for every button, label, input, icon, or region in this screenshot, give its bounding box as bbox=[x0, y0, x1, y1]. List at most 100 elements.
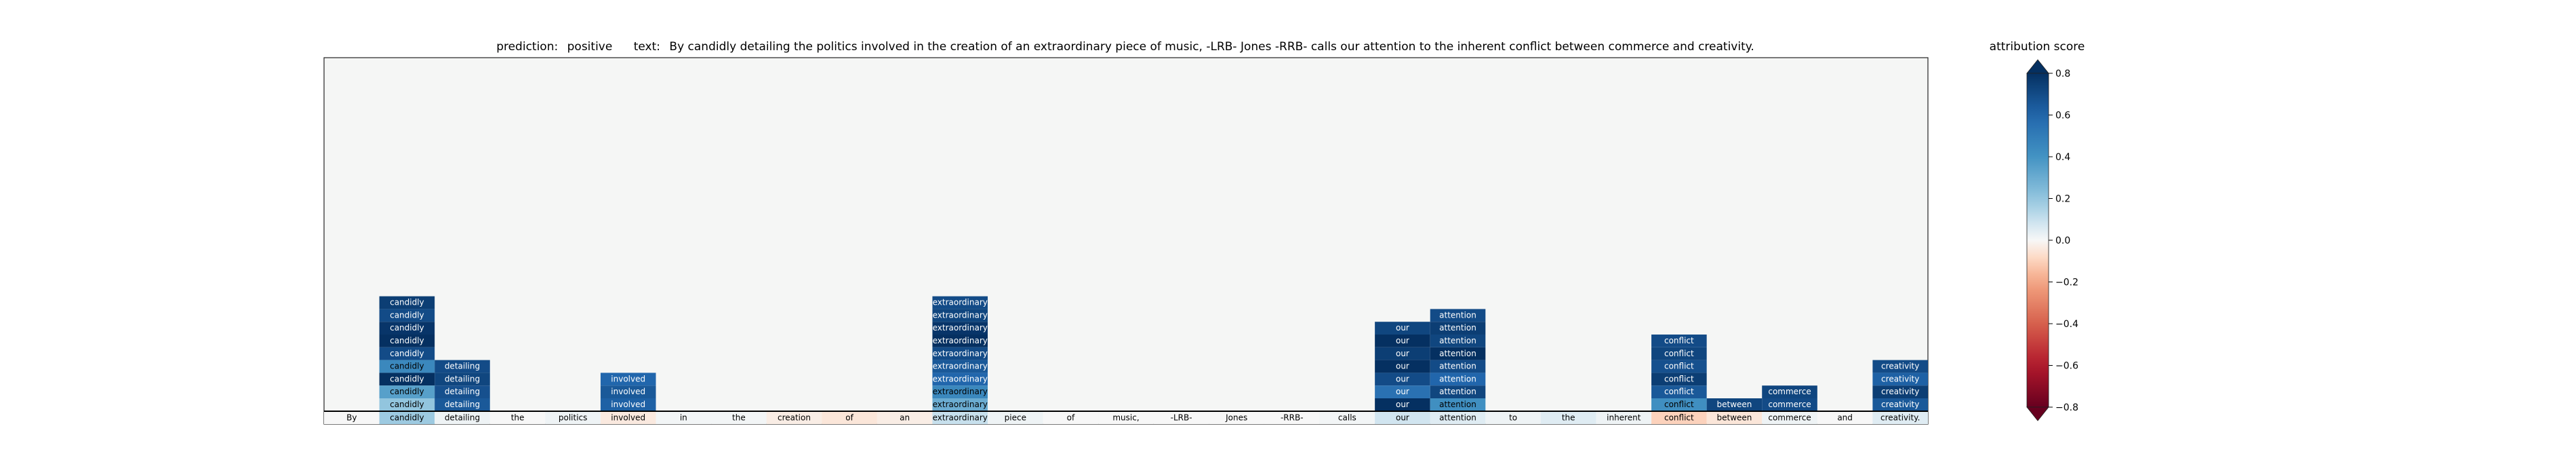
colorbar-top-extension bbox=[2026, 59, 2049, 74]
attribution-cell bbox=[379, 347, 435, 360]
token-cell bbox=[656, 411, 712, 424]
attribution-cell bbox=[1651, 335, 1707, 347]
attribution-cell-label: candidly bbox=[390, 310, 424, 320]
token-cell bbox=[1430, 411, 1486, 424]
token-label: inherent bbox=[1607, 413, 1641, 423]
attribution-cell-label: creativity bbox=[1881, 387, 1919, 396]
token-cell bbox=[1706, 411, 1763, 424]
token-label: the bbox=[511, 413, 525, 423]
token-cell bbox=[545, 411, 601, 424]
attribution-cell-label: extraordinary bbox=[933, 374, 988, 383]
token-label: music, bbox=[1112, 413, 1139, 423]
token-cell bbox=[1043, 411, 1099, 424]
attribution-cell-label: creativity bbox=[1881, 362, 1919, 371]
attribution-cell-label: conflict bbox=[1664, 387, 1694, 396]
token-label: of bbox=[1067, 413, 1075, 423]
attribution-cell bbox=[435, 360, 490, 373]
token-cell bbox=[932, 411, 988, 424]
attribution-cell-label: conflict bbox=[1664, 374, 1694, 383]
attribution-cell-label: attention bbox=[1439, 336, 1476, 345]
token-cell bbox=[600, 411, 656, 424]
attribution-cell-label: extraordinary bbox=[933, 400, 988, 409]
attribution-cell-label: conflict bbox=[1664, 400, 1694, 409]
attribution-cell bbox=[379, 360, 435, 373]
attribution-cell bbox=[1375, 398, 1430, 411]
attribution-cell-label: attention bbox=[1439, 374, 1476, 383]
attribution-cell bbox=[1651, 360, 1707, 373]
attribution-cell-label: creativity bbox=[1881, 374, 1919, 383]
attribution-cell-label: extraordinary bbox=[933, 362, 988, 371]
colorbar-tick-label: −0.8 bbox=[2055, 402, 2078, 413]
attribution-cell-label: conflict bbox=[1664, 349, 1694, 358]
attribution-cell-label: conflict bbox=[1664, 336, 1694, 345]
attribution-cell bbox=[1430, 385, 1486, 398]
attribution-cell bbox=[1430, 347, 1486, 360]
attribution-cell-label: attention bbox=[1439, 400, 1476, 409]
colorbar-tick-label: 0.0 bbox=[2055, 235, 2070, 246]
attribution-cell bbox=[1872, 360, 1928, 373]
token-label: politics bbox=[559, 413, 588, 423]
token-cell bbox=[1540, 411, 1596, 424]
token-label: attention bbox=[1439, 413, 1476, 423]
attribution-cell-label: attention bbox=[1439, 323, 1476, 332]
token-label: of bbox=[845, 413, 853, 423]
colorbar-tick-label: 0.6 bbox=[2055, 111, 2070, 121]
token-label: Jones bbox=[1225, 413, 1247, 423]
attribution-cell-label: attention bbox=[1439, 310, 1476, 320]
token-label: involved bbox=[611, 413, 645, 423]
token-cell bbox=[766, 411, 822, 424]
token-label: -LRB- bbox=[1171, 413, 1192, 423]
attribution-cell-label: detailing bbox=[445, 362, 480, 371]
token-cell bbox=[324, 411, 380, 424]
attribution-cell-label: candidly bbox=[390, 362, 424, 371]
attribution-cell-label: involved bbox=[611, 374, 645, 383]
attribution-cell-label: extraordinary bbox=[933, 298, 988, 307]
attribution-cell-label: candidly bbox=[390, 323, 424, 332]
colorbar-tick-label: 0.4 bbox=[2055, 152, 2070, 163]
attribution-cell-label: commerce bbox=[1768, 400, 1811, 409]
attribution-cell bbox=[1651, 347, 1707, 360]
attribution-cell-label: candidly bbox=[390, 400, 424, 409]
token-label: creation bbox=[778, 413, 811, 423]
attribution-cell bbox=[1872, 398, 1928, 411]
attribution-cell-label: detailing bbox=[445, 387, 480, 396]
attribution-cell-label: extraordinary bbox=[933, 349, 988, 358]
attribution-cell bbox=[435, 385, 490, 398]
colorbar bbox=[2026, 73, 2049, 408]
attribution-cell bbox=[379, 296, 435, 309]
token-cell bbox=[711, 411, 767, 424]
attribution-cell-label: candidly bbox=[390, 336, 424, 345]
attribution-cell bbox=[932, 360, 988, 373]
attribution-cell-label: candidly bbox=[390, 387, 424, 396]
attribution-cell bbox=[435, 398, 490, 411]
token-label: detailing bbox=[445, 413, 480, 423]
text-value: By candidly detailing the politics invol… bbox=[669, 40, 1754, 54]
colorbar-title: attribution score bbox=[1990, 40, 2085, 54]
attribution-cell bbox=[1872, 385, 1928, 398]
text-label: text: bbox=[634, 40, 660, 54]
token-cell bbox=[489, 411, 546, 424]
token-cell bbox=[822, 411, 877, 424]
attribution-cell-label: candidly bbox=[390, 374, 424, 383]
token-cell bbox=[435, 411, 490, 424]
token-cell bbox=[1209, 411, 1264, 424]
attribution-cell bbox=[379, 385, 435, 398]
token-label: commerce bbox=[1768, 413, 1811, 423]
token-cell bbox=[1817, 411, 1873, 424]
attribution-cell bbox=[379, 398, 435, 411]
colorbar-tick-label: −0.4 bbox=[2055, 319, 2078, 330]
attribution-cell bbox=[932, 385, 988, 398]
token-label: the bbox=[1562, 413, 1575, 423]
attribution-cell-label: attention bbox=[1439, 387, 1476, 396]
attribution-cell bbox=[1430, 309, 1486, 322]
token-label: our bbox=[1396, 413, 1409, 423]
attribution-cell bbox=[435, 373, 490, 386]
attribution-cell bbox=[1651, 373, 1707, 386]
attribution-cell bbox=[1375, 385, 1430, 398]
token-label: By bbox=[346, 413, 357, 423]
attribution-cell bbox=[932, 398, 988, 411]
token-cell bbox=[1872, 411, 1928, 424]
attribution-cell-label: our bbox=[1396, 400, 1409, 409]
attribution-cell-label: conflict bbox=[1664, 362, 1694, 371]
attribution-cell bbox=[1430, 398, 1486, 411]
